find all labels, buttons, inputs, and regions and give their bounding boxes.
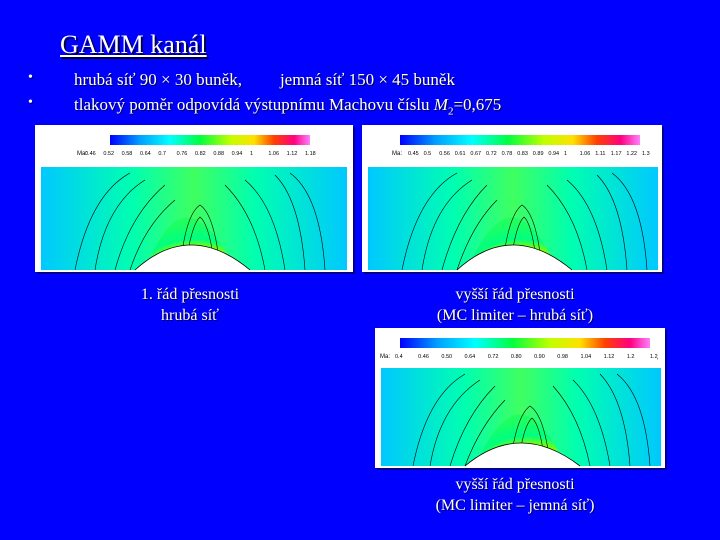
legend-tick-label: 0.46 [85,151,96,157]
legend-ticks: 0.45 0.5 0.56 0.61 0.67 0.72 0.78 0.83 0.89 0.94 1… [408,151,650,157]
legend-tick-label: 0.56 [439,151,450,157]
contour-plot: Ma: 0.45 0.5 0.56 0.61 0.67 0.72 0.78 0.83 0.89 0… [368,135,658,271]
caption-line: (MC limiter – jemná síť) [435,497,595,514]
legend-tick-label: 1.12 [604,354,615,360]
caption-line: 1. řád přesnosti [140,286,240,303]
legend-tick-label: 1.06 [268,151,279,157]
caption-mc-coarse: vyšší řád přesnosti (MC limiter – hrubá … [410,284,620,326]
legend-tick-label: 0.76 [177,151,188,157]
legend-tick-label: 0.72 [488,354,499,360]
contour-lines [74,172,326,271]
contour-panel-mc-coarse: Ma: 0.45 0.5 0.56 0.61 0.67 0.72 0.78 0.83 0.89 0… [362,125,662,272]
legend-tick-label: 0.5 [424,151,432,157]
contour-lines [412,373,651,467]
legend-tick-label: 0.64 [140,151,151,157]
bullet-symbol: • [28,95,33,110]
legend-tick-label: 1.2 [627,354,635,360]
legend-tick-label: 0.46 [418,354,429,360]
legend-tick-label: 1.06 [580,151,591,157]
mach-value: =0,675 [453,95,502,114]
airfoil-bump [456,244,573,271]
legend-tick-label: 0.61 [455,151,466,157]
legend-colorbar [400,135,640,145]
legend-tick-label: 1.22 [626,151,637,157]
legend-tick-label: 0.94 [548,151,559,157]
legend-tick-label: 1.18 [305,151,316,157]
legend-tick-label: 0.88 [213,151,224,157]
legend-tick-label: 0.50 [441,354,452,360]
contour-panel-first-order: Ma: 0.46 0.52 0.58 0.64 0.7 0.76 0.82 0.88 0.94 1… [35,125,353,272]
legend-title: Ma: [77,151,87,157]
coarse-grid-text: hrubá síť 90 × 30 buněk, [74,70,242,89]
legend-tick-label: 1.11 [595,151,605,157]
legend-title: Ma: [392,151,402,157]
legend-tick-label: 0.4 [395,354,403,360]
fine-grid-text: jemná síť 150 × 45 buněk [279,70,455,89]
airfoil-bump [134,244,251,271]
legend-title: Ma: [380,354,390,360]
legend-tick-label: 0.72 [486,151,497,157]
contour-panel-mc-fine: Ma: 0.4 0.46 0.50 0.64 0.72 0.80 0.90 0.98 1.04 1… [375,328,665,468]
caption-first-order: 1. řád přesnosti hrubá síť [110,284,270,326]
bullet-text: hrubá síť 90 × 30 buněk, jemná síť 150 × … [74,70,455,90]
contour-lines [401,172,648,271]
legend-tick-label: 0.78 [502,151,513,157]
legend-tick-label: 0.52 [103,151,114,157]
legend-tick-label: 1.3 [642,151,650,157]
legend-tick-label: 0.89 [533,151,544,157]
caption-mc-fine: vyšší řád přesnosti (MC limiter – jemná … [410,474,620,516]
legend-tick-label: 1.2̧ [650,354,659,360]
legend-ticks: 0.4 0.46 0.50 0.64 0.72 0.80 0.90 0.98 1.04 1.12 1… [395,354,659,360]
legend-tick-label: 1.17 [611,151,622,157]
caption-line: hrubá síť [161,307,219,324]
legend-tick-label: 0.64 [465,354,476,360]
legend-tick-label: 0.98 [557,354,568,360]
legend-tick-label: 0.45 [408,151,419,157]
contour-plot: Ma: 0.4 0.46 0.50 0.64 0.72 0.80 0.90 0.98 1.04 1… [380,338,661,467]
legend-tick-label: 0.7 [158,151,166,157]
legend-tick-label: 1.12 [287,151,298,157]
legend-colorbar [400,338,650,348]
bullet-text: tlakový poměr odpovídá výstupnímu Machov… [74,95,501,117]
legend-tick-label: 0.80 [511,354,522,360]
pressure-ratio-text: tlakový poměr odpovídá výstupnímu Machov… [74,95,430,114]
mach-subscript: 2 [447,105,454,118]
legend-colorbar [110,135,310,145]
caption-line: vyšší řád přesnosti [455,286,575,303]
legend-tick-label: 0.82 [195,151,206,157]
legend-tick-label: 0.58 [122,151,133,157]
legend-ticks: 0.46 0.52 0.58 0.64 0.7 0.76 0.82 0.88 0.94 1 1.06… [85,151,316,157]
airfoil-bump [464,442,581,467]
slide-title: GAMM kanál [60,30,207,59]
mach-symbol: M [433,95,448,114]
legend-tick-label: 0.94 [232,151,243,157]
legend-tick-label: 0.90 [534,354,545,360]
legend-tick-label: 1 [250,151,253,157]
legend-tick-label: 0.83 [517,151,528,157]
legend-tick-label: 0.67 [470,151,481,157]
legend-tick-label: 1 [564,151,567,157]
caption-line: vyšší řád přesnosti [455,476,575,493]
contour-plot: Ma: 0.46 0.52 0.58 0.64 0.7 0.76 0.82 0.88 0.94 1… [41,135,347,271]
legend-tick-label: 1.04 [580,354,591,360]
caption-line: (MC limiter – hrubá síť) [436,307,594,324]
bullet-symbol: • [28,70,33,85]
